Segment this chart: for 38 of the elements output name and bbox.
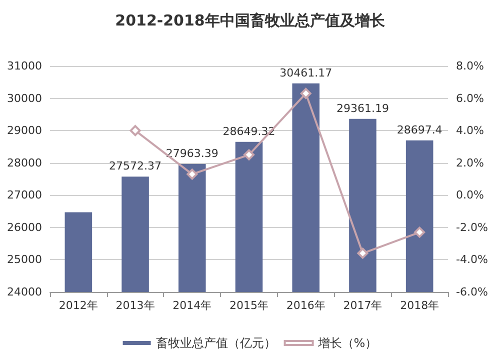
- data-label: 30461.17: [280, 66, 332, 80]
- y2-tick-label: 6.0%: [456, 92, 484, 105]
- y-tick-label: 27000: [7, 188, 42, 202]
- legend-label: 增长（%）: [316, 336, 378, 350]
- y-tick-label: 28000: [7, 156, 42, 170]
- point: [357, 248, 368, 259]
- x-tick-label: 2017年: [343, 299, 382, 312]
- y2-tick-label: -4.0%: [456, 253, 488, 266]
- data-label: 27963.39: [166, 147, 218, 160]
- y-tick-label: 30000: [7, 92, 42, 105]
- x-tick-label: 2012年: [58, 299, 98, 312]
- y-tick-label: 29000: [7, 124, 42, 138]
- y2-tick-label: 4.0%: [456, 124, 484, 138]
- y2-tick-label: 2.0%: [456, 156, 484, 170]
- y2-tick-label: -2.0%: [456, 220, 488, 234]
- x-tick-label: 2014年: [172, 299, 212, 312]
- data-label: 28697.4: [396, 123, 442, 136]
- x-tick-label: 2015年: [230, 299, 268, 312]
- x-tick-label: 2013年: [116, 299, 155, 312]
- point: [186, 168, 198, 180]
- y2-tick-label: 0.0%: [456, 188, 484, 202]
- data-label: 29361.19: [336, 102, 389, 115]
- y-tick-label: 24000: [7, 286, 42, 298]
- data-label: 27572.37: [109, 160, 162, 173]
- y2-tick-label: -6.0%: [456, 286, 488, 298]
- x-tick-label: 2018年: [400, 299, 440, 312]
- point: [244, 149, 254, 160]
- point: [130, 125, 141, 136]
- x-tick-label: 2016年: [286, 299, 326, 312]
- legend-label: 畜牧业总产值（亿元）: [156, 336, 276, 350]
- y2-tick-label: 8.0%: [456, 60, 484, 72]
- point: [300, 88, 312, 99]
- y-tick-label: 25000: [7, 253, 42, 266]
- point: [414, 226, 426, 238]
- y-tick-label: 26000: [7, 220, 42, 234]
- chart-title: 2012-2018年中国畜牧业总产值及增长: [115, 12, 386, 30]
- data-label: 28649.32: [222, 124, 276, 138]
- y-tick-label: 31000: [7, 60, 42, 72]
